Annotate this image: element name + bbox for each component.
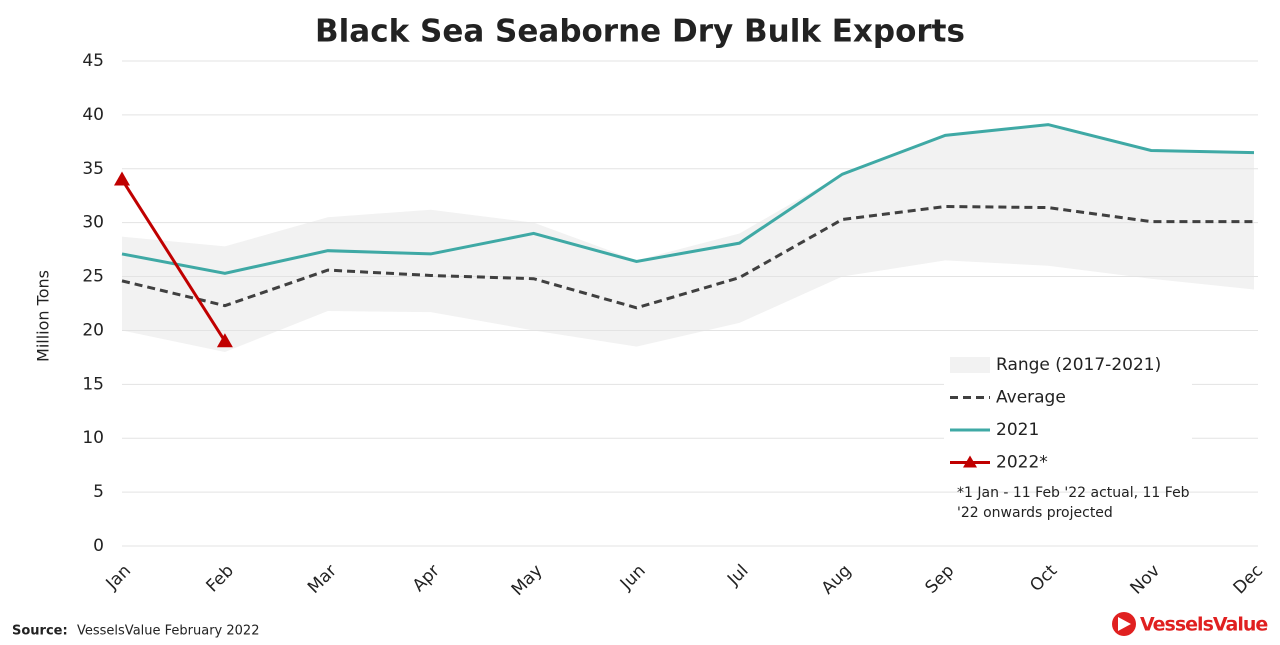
y-tick-label: 0 bbox=[93, 536, 104, 556]
x-tick-label: Sep bbox=[922, 561, 959, 598]
x-tick-label: Mar bbox=[304, 561, 341, 598]
x-tick-label: Oct bbox=[1026, 561, 1061, 596]
x-tick-label: Jul bbox=[723, 561, 752, 590]
x-tick-label: Jun bbox=[616, 561, 650, 595]
marker bbox=[114, 171, 130, 186]
x-tick-label: Apr bbox=[409, 561, 444, 596]
x-tick-label: Aug bbox=[818, 561, 856, 599]
y-tick-label: 30 bbox=[82, 213, 104, 233]
y-tick-label: 10 bbox=[82, 428, 104, 448]
y-tick-label: 15 bbox=[82, 374, 104, 394]
x-tick-label: Nov bbox=[1127, 561, 1165, 599]
x-tick-label: Dec bbox=[1230, 561, 1267, 598]
legend-label: Average bbox=[996, 388, 1066, 408]
y-tick-label: 25 bbox=[82, 267, 104, 287]
y-axis-label: Million Tons bbox=[34, 270, 53, 362]
series-line bbox=[121, 123, 1255, 275]
source: VesselsValue February 2022 bbox=[77, 624, 259, 639]
legend-label: Range (2017-2021) bbox=[996, 355, 1161, 375]
series-line bbox=[121, 204, 1254, 310]
x-tick-label: Feb bbox=[203, 561, 238, 596]
footnote: *1 Jan - 11 Feb '22 actual, 11 Feb bbox=[957, 485, 1190, 501]
chart-title: Black Sea Seaborne Dry Bulk Exports bbox=[315, 14, 965, 50]
source-label: Source: bbox=[12, 624, 68, 639]
legend: Range (2017-2021) Average 2021 2022* bbox=[950, 355, 1161, 473]
y-tick-label: 45 bbox=[82, 51, 104, 71]
y-tick-label: 5 bbox=[93, 482, 104, 502]
series-line bbox=[120, 178, 227, 343]
legend-label: 2021 bbox=[996, 420, 1039, 440]
x-tick-label: May bbox=[508, 561, 547, 600]
footnote: '22 onwards projected bbox=[957, 505, 1113, 521]
logo-icon-mark bbox=[1118, 617, 1131, 631]
x-tick-label: Jan bbox=[102, 561, 135, 594]
y-tick-label: 40 bbox=[82, 105, 104, 125]
logo: VesselsValue bbox=[1140, 614, 1267, 636]
legend-label: 2022* bbox=[996, 453, 1048, 473]
marker bbox=[216, 333, 233, 348]
y-tick-label: 20 bbox=[82, 320, 104, 340]
legend-marker bbox=[963, 455, 977, 468]
legend-swatch bbox=[950, 357, 990, 373]
range-band bbox=[122, 125, 1254, 353]
y-tick-label: 35 bbox=[82, 159, 104, 179]
